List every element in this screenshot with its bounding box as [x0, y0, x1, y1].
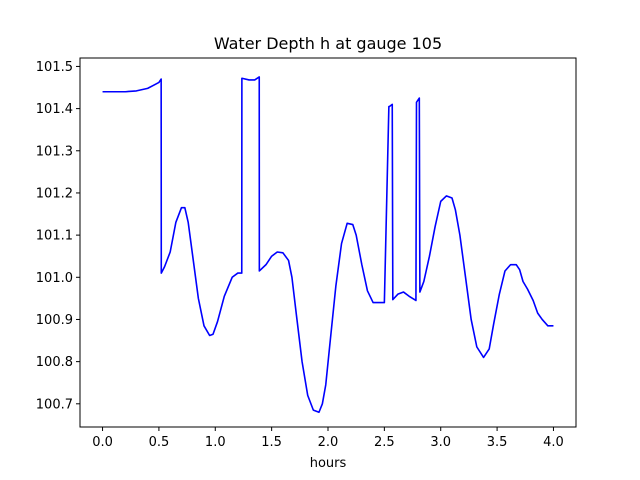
y-tick-label: 101.5 — [36, 60, 73, 75]
x-tick-label: 3.0 — [430, 435, 451, 450]
x-tick-label: 0.5 — [149, 435, 170, 450]
x-tick-label: 2.5 — [374, 435, 395, 450]
y-axis: 100.7 100.8 100.9 101.0 101.1 101.2 101.3 101.4… — [36, 60, 80, 412]
plot-area — [79, 57, 577, 428]
y-tick-label: 101.2 — [36, 186, 73, 201]
x-tick-label: 3.5 — [487, 435, 508, 450]
chart-title: Water Depth h at gauge 105 — [214, 34, 442, 53]
plot-frame — [79, 57, 577, 428]
y-tick-label: 101.0 — [36, 271, 73, 286]
x-tick-label: 2.0 — [318, 435, 339, 450]
y-tick-label: 101.3 — [36, 144, 73, 159]
x-tick-label: 4.0 — [543, 435, 564, 450]
y-tick-label: 101.1 — [36, 229, 73, 244]
y-tick-label: 100.8 — [36, 355, 73, 370]
y-tick-label: 100.7 — [36, 397, 73, 412]
x-axis-label: hours — [310, 456, 347, 471]
series-line-0 — [102, 76, 554, 414]
y-tick-label: 100.9 — [36, 313, 73, 328]
x-axis: 0.0 0.5 1.0 1.5 2.0 2.5 3.0 3.5 4.0 — [92, 427, 564, 450]
x-tick-label: 0.0 — [92, 435, 113, 450]
x-tick-label: 1.5 — [261, 435, 282, 450]
y-tick-label: 101.4 — [36, 102, 73, 117]
x-tick-label: 1.0 — [205, 435, 226, 450]
